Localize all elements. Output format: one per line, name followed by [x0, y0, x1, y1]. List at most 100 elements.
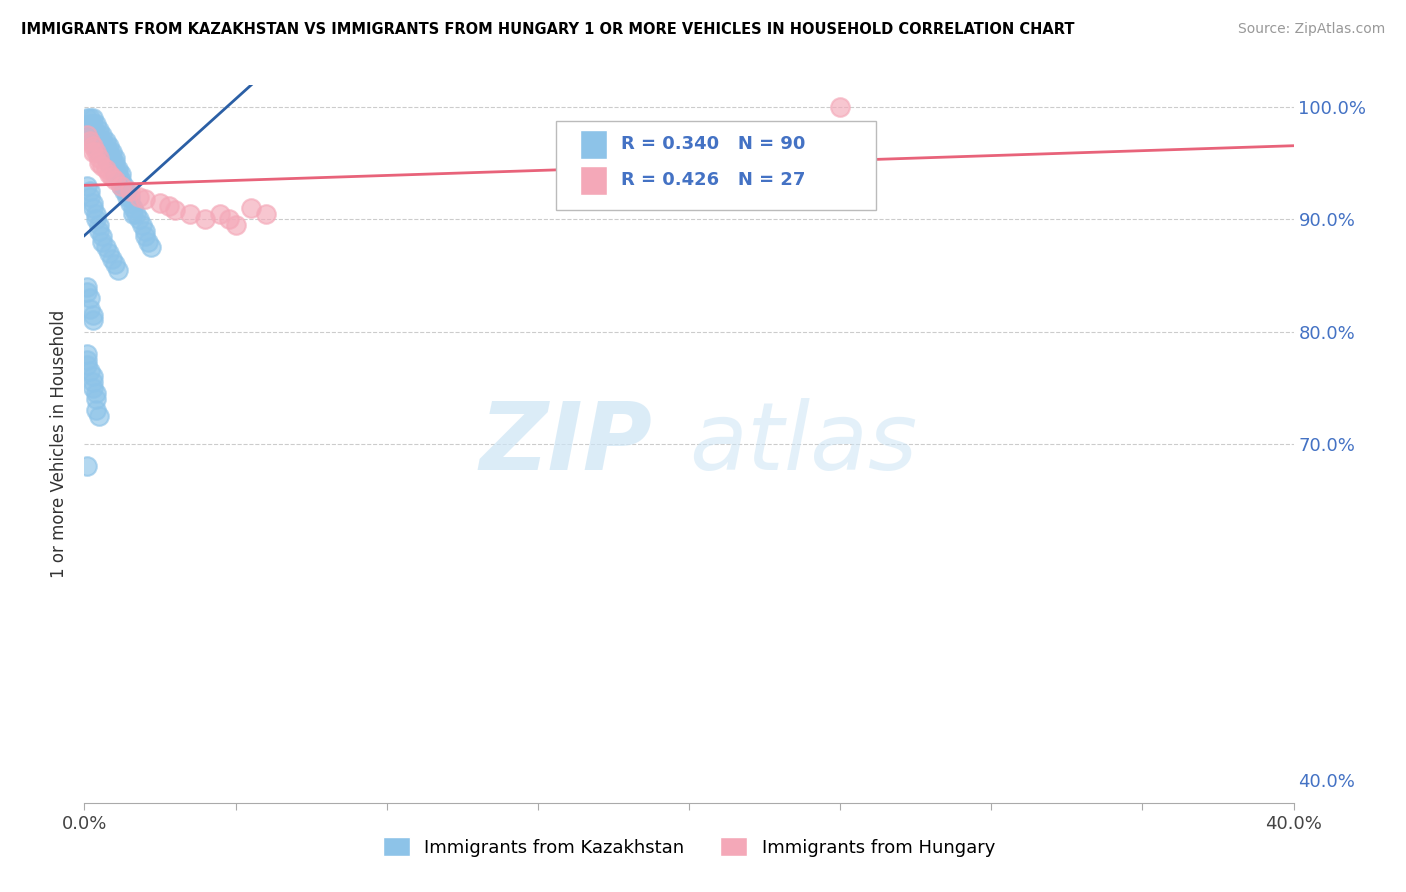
Immigrants from Kazakhstan — [76, 352, 98, 367]
Immigrants from Hungary — [149, 195, 172, 210]
Immigrants from Kazakhstan — [89, 145, 111, 159]
Immigrants from Hungary — [128, 190, 150, 204]
Immigrants from Hungary — [100, 169, 122, 184]
Immigrants from Kazakhstan — [110, 173, 132, 187]
Immigrants from Kazakhstan — [100, 145, 122, 159]
Immigrants from Kazakhstan — [100, 252, 122, 266]
Immigrants from Kazakhstan — [79, 112, 101, 126]
Immigrants from Hungary — [86, 145, 108, 159]
Immigrants from Hungary — [209, 207, 232, 221]
Immigrants from Kazakhstan — [86, 134, 108, 148]
Immigrants from Kazakhstan — [91, 229, 114, 244]
Immigrants from Kazakhstan — [86, 212, 108, 227]
Immigrants from Kazakhstan — [139, 240, 162, 254]
Immigrants from Hungary — [110, 178, 132, 193]
Immigrants from Kazakhstan — [89, 139, 111, 153]
Immigrants from Kazakhstan — [94, 145, 117, 159]
Immigrants from Kazakhstan — [76, 459, 98, 474]
Immigrants from Kazakhstan — [76, 112, 98, 126]
Text: atlas: atlas — [689, 398, 917, 490]
Immigrants from Hungary — [830, 100, 852, 114]
Immigrants from Hungary — [79, 134, 101, 148]
Immigrants from Kazakhstan — [104, 151, 127, 165]
Immigrants from Hungary — [254, 207, 277, 221]
Immigrants from Kazakhstan — [89, 409, 111, 423]
Immigrants from Hungary — [134, 192, 156, 206]
Immigrants from Kazakhstan — [97, 145, 120, 159]
Immigrants from Hungary — [218, 212, 240, 227]
Immigrants from Kazakhstan — [125, 207, 148, 221]
Immigrants from Hungary — [91, 159, 114, 173]
Immigrants from Kazakhstan — [121, 207, 143, 221]
Immigrants from Kazakhstan — [121, 201, 143, 215]
Immigrants from Kazakhstan — [94, 134, 117, 148]
Immigrants from Kazakhstan — [86, 207, 108, 221]
Bar — [581, 130, 607, 159]
Immigrants from Kazakhstan — [82, 134, 104, 148]
Immigrants from Kazakhstan — [110, 178, 132, 193]
Immigrants from Hungary — [157, 199, 180, 213]
Immigrants from Kazakhstan — [134, 229, 156, 244]
Immigrants from Hungary — [89, 151, 111, 165]
Immigrants from Kazakhstan — [82, 128, 104, 143]
Immigrants from Kazakhstan — [91, 134, 114, 148]
Immigrants from Hungary — [89, 156, 111, 170]
Text: R = 0.426   N = 27: R = 0.426 N = 27 — [621, 171, 806, 189]
Immigrants from Kazakhstan — [100, 151, 122, 165]
Text: R = 0.340   N = 90: R = 0.340 N = 90 — [621, 136, 806, 153]
Immigrants from Kazakhstan — [115, 190, 138, 204]
Immigrants from Hungary — [82, 139, 104, 153]
Immigrants from Kazakhstan — [86, 139, 108, 153]
Immigrants from Kazakhstan — [107, 161, 129, 176]
Immigrants from Kazakhstan — [112, 178, 135, 193]
Immigrants from Kazakhstan — [97, 151, 120, 165]
Immigrants from Kazakhstan — [86, 386, 108, 401]
Legend: Immigrants from Kazakhstan, Immigrants from Hungary: Immigrants from Kazakhstan, Immigrants f… — [375, 830, 1002, 863]
Immigrants from Kazakhstan — [89, 224, 111, 238]
Y-axis label: 1 or more Vehicles in Household: 1 or more Vehicles in Household — [51, 310, 69, 578]
Immigrants from Kazakhstan — [79, 128, 101, 143]
Immigrants from Kazakhstan — [118, 195, 141, 210]
Immigrants from Kazakhstan — [134, 224, 156, 238]
Immigrants from Kazakhstan — [115, 184, 138, 198]
Text: Source: ZipAtlas.com: Source: ZipAtlas.com — [1237, 22, 1385, 37]
Immigrants from Kazakhstan — [76, 178, 98, 193]
Immigrants from Kazakhstan — [118, 190, 141, 204]
Immigrants from Kazakhstan — [76, 358, 98, 372]
Immigrants from Kazakhstan — [86, 392, 108, 406]
Immigrants from Hungary — [225, 218, 247, 232]
Bar — [581, 166, 607, 194]
Immigrants from Kazakhstan — [131, 218, 153, 232]
Immigrants from Kazakhstan — [76, 279, 98, 293]
Immigrants from Kazakhstan — [89, 128, 111, 143]
Immigrants from Kazakhstan — [89, 218, 111, 232]
Immigrants from Kazakhstan — [104, 257, 127, 271]
Immigrants from Kazakhstan — [79, 117, 101, 131]
Immigrants from Kazakhstan — [89, 122, 111, 136]
Immigrants from Kazakhstan — [82, 375, 104, 389]
Immigrants from Kazakhstan — [107, 263, 129, 277]
Immigrants from Kazakhstan — [86, 128, 108, 143]
Immigrants from Kazakhstan — [79, 364, 101, 378]
Immigrants from Hungary — [179, 207, 201, 221]
Immigrants from Kazakhstan — [128, 212, 150, 227]
Immigrants from Hungary — [104, 173, 127, 187]
Immigrants from Kazakhstan — [89, 134, 111, 148]
Immigrants from Kazakhstan — [79, 190, 101, 204]
Immigrants from Kazakhstan — [82, 308, 104, 322]
Immigrants from Kazakhstan — [112, 184, 135, 198]
Immigrants from Kazakhstan — [104, 156, 127, 170]
Immigrants from Hungary — [94, 161, 117, 176]
Immigrants from Hungary — [97, 168, 120, 182]
Text: ZIP: ZIP — [479, 398, 652, 490]
Immigrants from Kazakhstan — [82, 381, 104, 395]
Immigrants from Kazakhstan — [79, 302, 101, 317]
Immigrants from Kazakhstan — [82, 195, 104, 210]
FancyBboxPatch shape — [555, 120, 876, 211]
Immigrants from Hungary — [194, 212, 217, 227]
Immigrants from Hungary — [118, 184, 141, 198]
Immigrants from Hungary — [76, 128, 98, 143]
Immigrants from Kazakhstan — [94, 151, 117, 165]
Immigrants from Kazakhstan — [107, 168, 129, 182]
Immigrants from Kazakhstan — [82, 117, 104, 131]
